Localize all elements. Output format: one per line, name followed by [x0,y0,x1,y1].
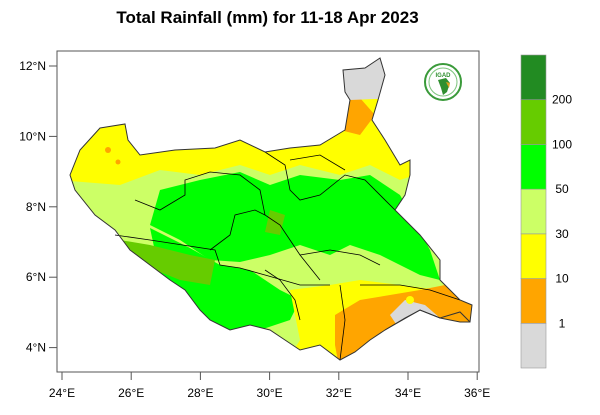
border-line [384,309,471,331]
x-tick-label: 30°E [257,386,283,400]
x-tick-label: 24°E [49,386,75,400]
x-tick-label: 26°E [118,386,144,400]
rain-1-10-spot [105,147,111,153]
rain-1-10-spot [115,159,121,165]
y-tick-label: 6°N [26,270,46,284]
y-tick-label: 4°N [26,341,46,355]
legend-label: 200 [552,93,572,107]
rain-50-100-southwest [150,228,300,330]
legend-swatch [520,233,547,279]
legend-swatch [520,99,547,145]
rain-100-200-west [120,240,215,285]
rain-100-200-patch [265,210,285,235]
y-tick-label: 8°N [26,200,46,214]
map-title: Total Rainfall (mm) for 11-18 Apr 2023 [116,8,419,27]
legend-label: 100 [552,137,572,151]
legend-swatch [520,278,547,324]
legend-label: 1 [559,316,566,330]
x-tick-label: 32°E [326,386,352,400]
rain-10-30-spot [406,296,414,304]
y-tick-label: 10°N [19,129,46,143]
legend-label: 50 [555,182,569,196]
legend-label: 10 [555,272,569,286]
state-boundaries [114,151,461,361]
logo-text: IGAD [436,73,452,79]
legend-label: 30 [555,227,569,241]
x-tick-label: 36°E [464,386,490,400]
legend-swatch [520,322,547,369]
legend-swatch [520,144,547,190]
x-tick-label: 28°E [187,386,213,400]
country-outline [69,57,473,361]
legend-swatch [520,54,547,101]
igad-logo: IGAD [424,63,462,101]
rain-50-100-center [150,172,440,280]
y-tick-label: 12°N [19,59,46,73]
x-tick-label: 34°E [395,386,421,400]
legend-swatch [520,188,547,235]
